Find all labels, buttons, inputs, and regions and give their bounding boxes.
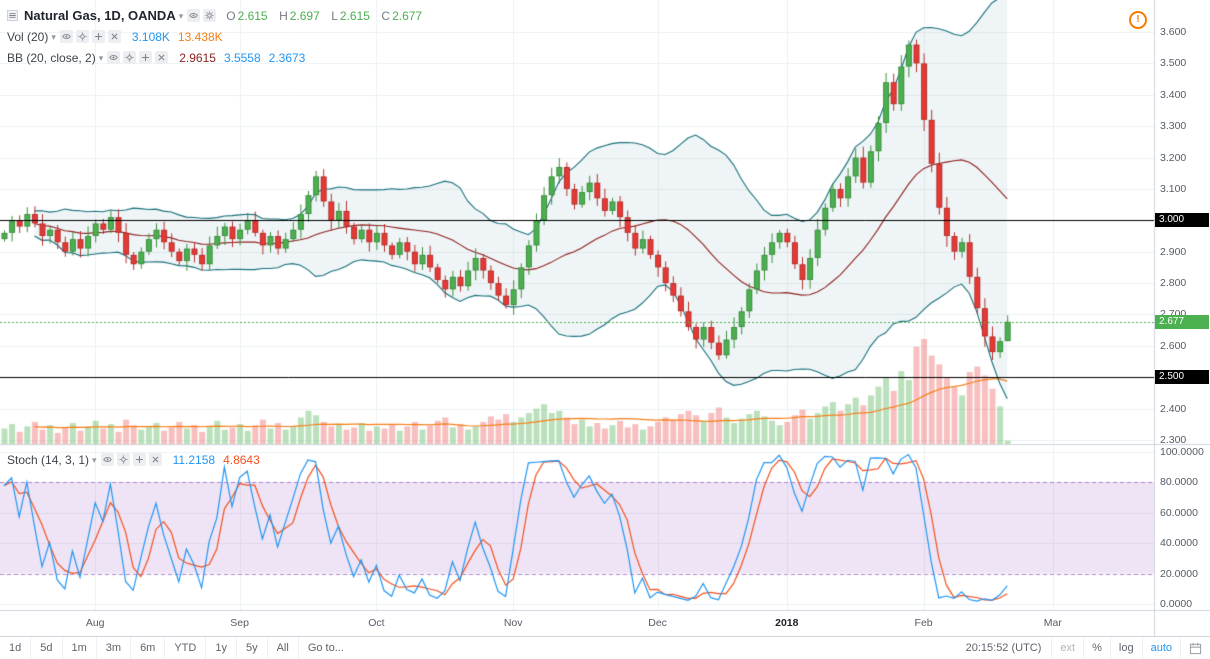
stoch-legend: Stoch (14, 3, 1) ▾ 11.2158 4.8643 — [7, 449, 260, 470]
volume-value: 3.108K — [131, 29, 170, 44]
close-label: C — [381, 8, 391, 23]
add-icon[interactable] — [91, 30, 105, 43]
chevron-down-icon[interactable]: ▾ — [98, 52, 104, 63]
bottom-toolbar: 1d 5d 1m 3m 6m YTD 1y 5y All Go to... 20:15:52 (… — [0, 636, 1210, 659]
low-value: 2.615 — [339, 8, 370, 23]
high-value: 2.697 — [289, 8, 320, 23]
time-axis[interactable] — [0, 610, 1154, 636]
price-axis[interactable] — [1154, 0, 1210, 610]
stoch-d-value: 4.8643 — [223, 452, 260, 467]
bb-legend-row: BB (20, close, 2) ▾ 2.9615 3.5558 2.3673 — [7, 47, 422, 68]
stoch-indicator-label[interactable]: Stoch (14, 3, 1) — [7, 452, 90, 467]
volume-indicator-label[interactable]: Vol (20) — [7, 29, 49, 44]
range-button-all[interactable]: All — [268, 637, 299, 659]
range-button-6m[interactable]: 6m — [131, 637, 166, 659]
settings-icon[interactable] — [123, 51, 137, 64]
visibility-icon[interactable] — [187, 9, 201, 22]
range-button-ytd[interactable]: YTD — [165, 637, 207, 659]
range-buttons: 1d 5d 1m 3m 6m YTD 1y 5y All — [0, 637, 299, 659]
auto-button[interactable]: auto — [1141, 637, 1180, 659]
symbol-legend-row: Natural Gas, 1D, OANDA ▾ O 2.615 H 2.697 L… — [7, 5, 422, 26]
legend-collapse-icon[interactable] — [7, 10, 18, 21]
clock-label[interactable]: 20:15:52 (UTC) — [965, 642, 1042, 654]
chart-canvas[interactable] — [0, 0, 1210, 636]
calendar-icon[interactable] — [1180, 637, 1210, 659]
settings-icon[interactable] — [116, 453, 130, 466]
main-legend: Natural Gas, 1D, OANDA ▾ O 2.615 H 2.697 L… — [7, 5, 422, 68]
add-icon[interactable] — [139, 51, 153, 64]
stoch-legend-row: Stoch (14, 3, 1) ▾ 11.2158 4.8643 — [7, 449, 260, 470]
log-button[interactable]: log — [1109, 637, 1142, 659]
open-label: O — [226, 8, 236, 23]
low-label: L — [331, 8, 338, 23]
range-button-1d[interactable]: 1d — [0, 637, 32, 659]
settings-icon[interactable] — [75, 30, 89, 43]
bb-upper-value: 3.5558 — [223, 50, 261, 65]
visibility-icon[interactable] — [107, 51, 121, 64]
range-button-3m[interactable]: 3m — [97, 637, 132, 659]
stoch-k-value: 11.2158 — [172, 452, 216, 467]
alert-warning-icon[interactable]: ! — [1129, 11, 1147, 29]
add-icon[interactable] — [132, 453, 146, 466]
bb-basis-value: 2.9615 — [179, 50, 216, 65]
range-button-5d[interactable]: 5d — [31, 637, 63, 659]
volume-legend-row: Vol (20) ▾ 3.108K 13.438K — [7, 26, 422, 47]
range-button-1y[interactable]: 1y — [206, 637, 237, 659]
close-icon[interactable] — [155, 51, 169, 64]
ext-button[interactable]: ext — [1051, 637, 1083, 659]
chevron-down-icon[interactable]: ▾ — [51, 31, 56, 42]
range-button-1m[interactable]: 1m — [63, 637, 97, 659]
goto-button[interactable]: Go to... — [307, 642, 344, 654]
chevron-down-icon[interactable]: ▾ — [92, 454, 97, 465]
close-icon[interactable] — [107, 30, 121, 43]
toolbar-right: 20:15:52 (UTC) ext % log auto — [956, 637, 1210, 659]
bb-lower-value: 2.3673 — [268, 50, 306, 65]
high-label: H — [279, 8, 288, 23]
bb-indicator-label[interactable]: BB (20, close, 2) — [7, 50, 96, 65]
visibility-icon[interactable] — [59, 30, 73, 43]
volume-ma-value: 13.438K — [177, 29, 223, 44]
close-icon[interactable] — [148, 453, 162, 466]
chevron-down-icon[interactable]: ▾ — [178, 10, 184, 21]
percent-button[interactable]: % — [1083, 637, 1110, 659]
ohlc-values: O 2.615 H 2.697 L 2.615 C 2.677 — [219, 7, 422, 25]
close-value: 2.677 — [392, 8, 423, 23]
symbol-title[interactable]: Natural Gas, 1D, OANDA — [24, 8, 176, 23]
visibility-icon[interactable] — [100, 453, 114, 466]
range-button-5y[interactable]: 5y — [237, 637, 268, 659]
settings-icon[interactable] — [203, 9, 217, 22]
open-value: 2.615 — [237, 8, 268, 23]
